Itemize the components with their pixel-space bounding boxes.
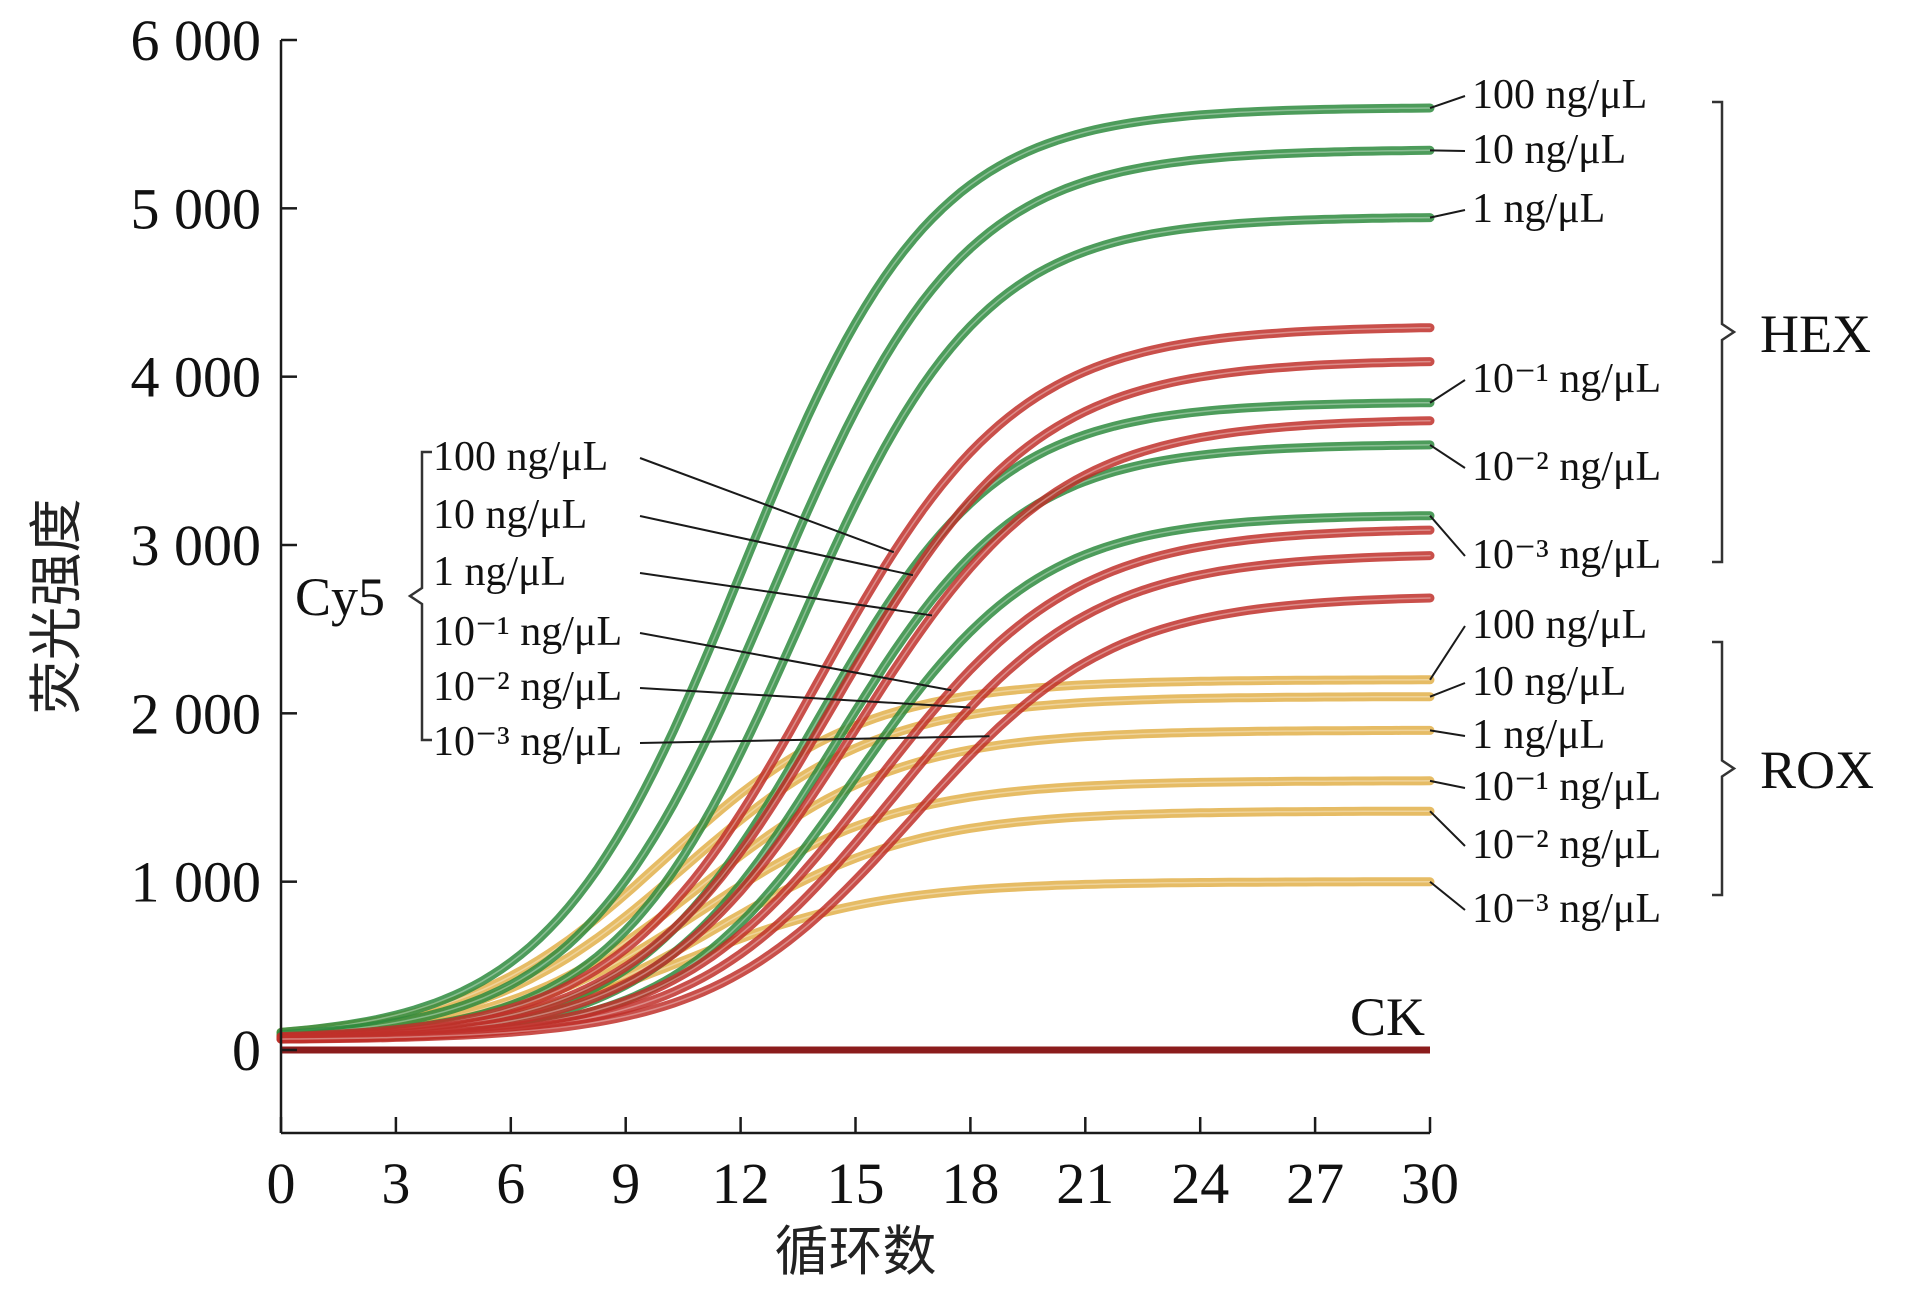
rox-leader-3 [1429, 729, 1466, 737]
rox-label-6: 10⁻³ ng/μL [1472, 886, 1661, 932]
cy5-leader-6 [639, 735, 990, 744]
rox-leader-5 [1429, 810, 1466, 847]
y-tick-label: 5 000 [131, 176, 262, 241]
cy5-leader-4 [639, 632, 952, 692]
rox-label-3: 1 ng/μL [1472, 712, 1605, 758]
hex-leader-1 [1429, 95, 1466, 109]
y-tick-label: 6 000 [131, 8, 262, 73]
y-tick-label: 1 000 [131, 850, 262, 915]
hex-curve-highlight-2 [280, 149, 1431, 1036]
x-tick-label: 0 [267, 1151, 296, 1216]
rox-label-4: 10⁻¹ ng/μL [1472, 764, 1661, 810]
rox-label-1: 100 ng/μL [1472, 602, 1647, 648]
hex-curve-2 [276, 145, 1435, 1040]
hex-brace [1712, 100, 1737, 564]
x-tick-label: 18 [941, 1151, 999, 1216]
hex-leader-5 [1429, 444, 1466, 469]
cy5-label-2: 10 ng/μL [433, 492, 587, 538]
x-tick-label: 21 [1056, 1151, 1114, 1216]
x-ticks: 0 3 6 9 12 15 18 21 24 27 30 [267, 1117, 1459, 1216]
x-tick-label: 6 [496, 1151, 525, 1216]
x-tick-label: 12 [712, 1151, 770, 1216]
rox-leader-6 [1429, 880, 1466, 911]
x-tick-label: 3 [381, 1151, 410, 1216]
axes-layer: 0 1 000 2 000 3 000 4 000 5 000 6 000 0 3 6 9 12 15… [131, 8, 1460, 1216]
hex-group-label: HEX [1760, 304, 1871, 364]
rox-leader-1 [1429, 625, 1466, 681]
y-tick-label: 3 000 [131, 513, 262, 578]
x-axis-title: 循环数 [775, 1220, 937, 1283]
hex-leader-4 [1429, 379, 1466, 404]
hex-curve-highlight-1 [280, 107, 1431, 1034]
series-labels: 100 ng/μL 10 ng/μL 1 ng/μL 10⁻¹ ng/μL 10⁻² n… [433, 72, 1661, 932]
hex-leader-6 [1429, 515, 1466, 557]
y-tick-label: 4 000 [131, 345, 262, 410]
leader-lines [639, 95, 1466, 911]
cy5-curve-6 [276, 593, 1435, 1044]
x-tick-label: 24 [1171, 1151, 1229, 1216]
ck-label: CK [1350, 987, 1425, 1047]
hex-label-6: 10⁻³ ng/μL [1472, 532, 1661, 578]
group-braces: HEX ROX Cy5 CK [295, 100, 1874, 1047]
hex-label-1: 100 ng/μL [1472, 72, 1647, 118]
y-tick-label: 2 000 [131, 681, 262, 746]
cy5-curve-highlight-6 [280, 597, 1431, 1040]
hex-label-3: 1 ng/μL [1472, 186, 1605, 232]
rox-label-5: 10⁻² ng/μL [1472, 822, 1661, 868]
x-tick-label: 30 [1401, 1151, 1459, 1216]
y-axis-title: 荧光强度 [25, 499, 88, 715]
hex-label-5: 10⁻² ng/μL [1472, 444, 1661, 490]
rox-leader-2 [1429, 682, 1466, 698]
hex-curve-1 [276, 103, 1435, 1037]
y-tick-label: 0 [232, 1018, 261, 1083]
cy5-label-6: 10⁻³ ng/μL [433, 719, 622, 765]
curves-layer [276, 103, 1435, 1054]
rox-group-label: ROX [1760, 740, 1874, 800]
hex-label-2: 10 ng/μL [1472, 127, 1626, 173]
cy5-leader-1 [639, 457, 895, 554]
x-tick-label: 15 [827, 1151, 885, 1216]
x-tick-label: 9 [611, 1151, 640, 1216]
cy5-label-3: 1 ng/μL [433, 549, 566, 595]
hex-label-4: 10⁻¹ ng/μL [1472, 356, 1661, 402]
cy5-leader-2 [639, 515, 914, 577]
cy5-leader-5 [639, 687, 971, 709]
cy5-label-1: 100 ng/μL [433, 434, 608, 480]
hex-leader-3 [1429, 209, 1466, 219]
rox-label-2: 10 ng/μL [1472, 659, 1626, 705]
cy5-leader-3 [639, 572, 933, 617]
y-ticks: 0 1 000 2 000 3 000 4 000 5 000 6 000 [131, 8, 297, 1083]
hex-leader-2 [1429, 149, 1466, 152]
cy5-brace [407, 450, 432, 742]
cy5-group-label: Cy5 [295, 567, 385, 627]
rox-brace [1712, 640, 1737, 897]
cy5-label-5: 10⁻² ng/μL [433, 664, 622, 710]
x-tick-label: 27 [1286, 1151, 1344, 1216]
cy5-label-4: 10⁻¹ ng/μL [433, 609, 622, 655]
rox-leader-4 [1429, 779, 1466, 789]
